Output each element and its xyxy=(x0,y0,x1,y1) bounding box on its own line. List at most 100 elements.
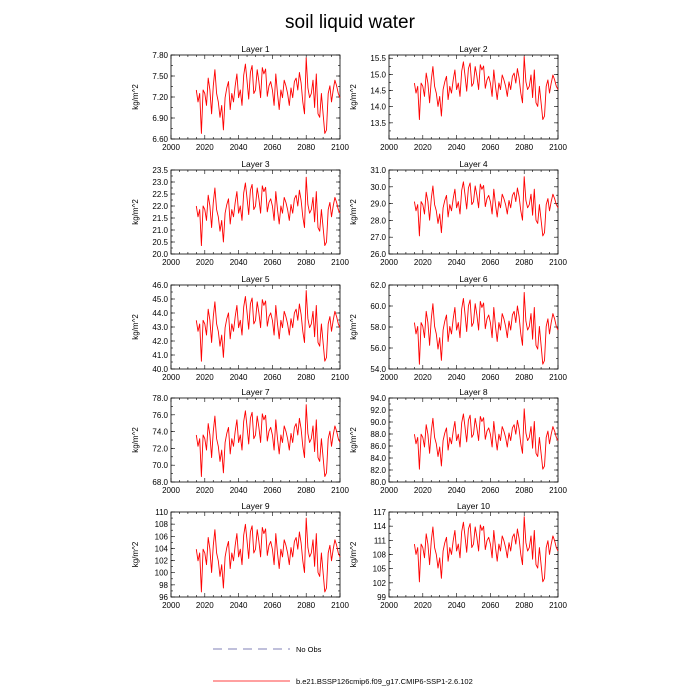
y-tick-label: 26.0 xyxy=(370,250,386,259)
x-tick-label: 2000 xyxy=(162,601,180,610)
x-tick-label: 2060 xyxy=(264,373,282,382)
x-tick-label: 2060 xyxy=(482,258,500,267)
x-tick-label: 2040 xyxy=(230,258,248,267)
x-tick-label: 2040 xyxy=(230,373,248,382)
y-axis-label: kg/m^2 xyxy=(349,427,358,453)
y-tick-label: 40.0 xyxy=(152,365,168,374)
x-tick-label: 2020 xyxy=(414,373,432,382)
y-tick-label: 76.0 xyxy=(152,411,168,420)
series-line xyxy=(195,290,341,362)
y-tick-label: 84.0 xyxy=(370,454,386,463)
panel-title: Layer 2 xyxy=(459,44,488,54)
panel-title: Layer 5 xyxy=(241,274,270,284)
y-tick-label: 56.0 xyxy=(370,344,386,353)
panel-title: Layer 3 xyxy=(241,159,270,169)
x-tick-label: 2020 xyxy=(414,143,432,152)
x-tick-label: 2080 xyxy=(515,143,533,152)
y-tick-label: 14.0 xyxy=(370,103,386,112)
y-tick-label: 7.80 xyxy=(152,51,168,60)
x-tick-label: 2020 xyxy=(196,143,214,152)
x-tick-label: 2040 xyxy=(230,486,248,495)
y-tick-label: 102 xyxy=(155,557,169,566)
series-line xyxy=(195,176,341,247)
y-axis-label: kg/m^2 xyxy=(349,199,358,225)
x-tick-label: 2080 xyxy=(515,486,533,495)
series-line xyxy=(413,408,559,470)
panel-layer-3: Layer 3 2000 2020 2040 2060 2080 2100 20.0 20.5 2… xyxy=(131,159,349,267)
panel-title: Layer 7 xyxy=(241,387,270,397)
x-tick-label: 2100 xyxy=(549,601,567,610)
y-tick-label: 80.0 xyxy=(370,478,386,487)
y-tick-label: 7.20 xyxy=(152,93,168,102)
y-axis-label: kg/m^2 xyxy=(131,427,140,453)
panel-title: Layer 8 xyxy=(459,387,488,397)
panel-title: Layer 6 xyxy=(459,274,488,284)
y-tick-label: 90.0 xyxy=(370,418,386,427)
x-tick-label: 2000 xyxy=(162,486,180,495)
y-tick-label: 44.0 xyxy=(152,309,168,318)
y-tick-label: 45.0 xyxy=(152,295,168,304)
panel-title: Layer 9 xyxy=(241,501,270,511)
y-tick-label: 72.0 xyxy=(152,444,168,453)
y-tick-label: 14.5 xyxy=(370,87,386,96)
x-tick-label: 2080 xyxy=(297,486,315,495)
x-tick-label: 2000 xyxy=(380,601,398,610)
y-tick-label: 108 xyxy=(155,520,169,529)
x-tick-label: 2060 xyxy=(482,601,500,610)
legend-label-no-obs: No Obs xyxy=(296,645,322,654)
y-tick-label: 74.0 xyxy=(152,428,168,437)
x-tick-label: 2000 xyxy=(162,258,180,267)
x-tick-label: 2060 xyxy=(264,143,282,152)
y-tick-label: 70.0 xyxy=(152,461,168,470)
plot-frame xyxy=(170,397,341,483)
figure-title: soil liquid water xyxy=(285,12,416,33)
y-axis-label: kg/m^2 xyxy=(131,199,140,225)
y-tick-label: 23.0 xyxy=(152,178,168,187)
panel-layer-8: Layer 8 2000 2020 2040 2060 2080 2100 80.0 82.0 8… xyxy=(349,387,567,495)
y-tick-label: 58.0 xyxy=(370,323,386,332)
y-tick-label: 6.60 xyxy=(152,135,168,144)
series-line xyxy=(195,57,341,134)
series-line xyxy=(195,404,341,477)
x-tick-label: 2100 xyxy=(331,143,349,152)
y-tick-label: 111 xyxy=(374,536,387,545)
x-tick-label: 2040 xyxy=(448,373,466,382)
y-tick-label: 7.50 xyxy=(152,72,168,81)
series-line xyxy=(413,176,559,237)
x-tick-label: 2000 xyxy=(380,486,398,495)
panels-grid: Layer 1 2000 2020 2040 2060 2080 2100 6.60 6.90 7… xyxy=(131,44,567,610)
y-tick-label: 86.0 xyxy=(370,442,386,451)
panel-layer-6: Layer 6 2000 2020 2040 2060 2080 2100 54.0 56.0 5… xyxy=(349,274,567,382)
panel-layer-7: Layer 7 2000 2020 2040 2060 2080 2100 68.0 70.0 7… xyxy=(131,387,349,495)
y-tick-label: 13.5 xyxy=(370,119,386,128)
panel-title: Layer 1 xyxy=(241,44,270,54)
y-tick-label: 99 xyxy=(377,593,386,602)
series-line xyxy=(413,516,559,583)
y-axis-label: kg/m^2 xyxy=(131,541,140,567)
x-tick-label: 2080 xyxy=(297,258,315,267)
y-tick-label: 21.0 xyxy=(152,226,168,235)
y-tick-label: 6.90 xyxy=(152,114,168,123)
y-tick-label: 31.0 xyxy=(370,166,386,175)
y-tick-label: 96 xyxy=(159,593,168,602)
x-tick-label: 2080 xyxy=(515,601,533,610)
x-tick-label: 2040 xyxy=(230,601,248,610)
x-tick-label: 2000 xyxy=(162,143,180,152)
y-tick-label: 62.0 xyxy=(370,281,386,290)
y-tick-label: 68.0 xyxy=(152,478,168,487)
x-tick-label: 2100 xyxy=(331,373,349,382)
panel-layer-4: Layer 4 2000 2020 2040 2060 2080 2100 26.0 27.0 2… xyxy=(349,159,567,267)
y-tick-label: 30.0 xyxy=(370,183,386,192)
y-tick-label: 60.0 xyxy=(370,302,386,311)
x-tick-label: 2080 xyxy=(297,373,315,382)
x-tick-label: 2040 xyxy=(230,143,248,152)
y-tick-label: 43.0 xyxy=(152,323,168,332)
panel-title: Layer 4 xyxy=(459,159,488,169)
plot-frame xyxy=(170,54,341,140)
x-tick-label: 2080 xyxy=(515,258,533,267)
series-line xyxy=(413,56,559,121)
x-tick-label: 2040 xyxy=(448,258,466,267)
x-tick-label: 2100 xyxy=(549,258,567,267)
panel-title: Layer 10 xyxy=(457,501,490,511)
